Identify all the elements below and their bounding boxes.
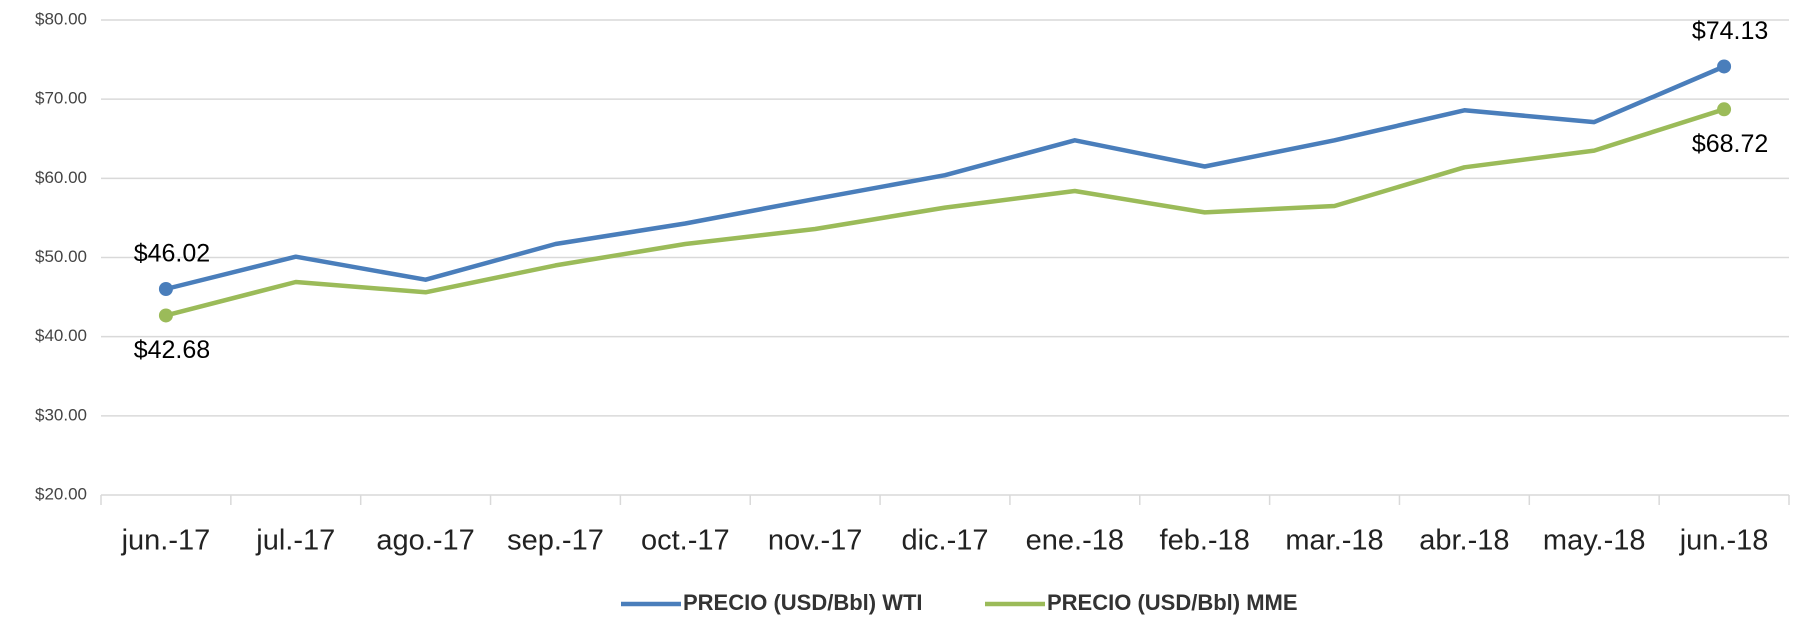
y-tick-label: $50.00 [35, 247, 87, 266]
x-tick-label: may.-18 [1543, 525, 1646, 557]
x-tick-label: abr.-18 [1419, 525, 1509, 557]
x-tick-label: feb.-18 [1160, 525, 1250, 557]
legend-label: PRECIO (USD/Bbl) WTI [683, 590, 923, 615]
y-tick-label: $30.00 [35, 405, 87, 424]
line [165, 107, 1725, 318]
legend-label: PRECIO (USD/Bbl) MME [1047, 590, 1298, 615]
y-tick-label: $70.00 [35, 89, 87, 108]
value-label: $74.13 [1692, 17, 1768, 45]
x-tick-label: jun.-17 [121, 525, 211, 557]
marker [1717, 102, 1732, 117]
x-tick-label: oct.-17 [641, 525, 730, 557]
x-tick-label: mar.-18 [1285, 525, 1383, 557]
x-tick-label: ene.-18 [1026, 525, 1124, 557]
x-tick-label: sep.-17 [507, 525, 604, 557]
x-tick-label: jul.-17 [255, 525, 335, 557]
value-label: $42.68 [134, 336, 210, 364]
y-tick-label: $80.00 [35, 9, 87, 28]
x-tick-label: ago.-17 [376, 525, 474, 557]
value-label: $68.72 [1692, 130, 1768, 158]
line [165, 64, 1725, 292]
y-tick-label: $40.00 [35, 326, 87, 345]
x-tick-label: jun.-18 [1679, 525, 1769, 557]
x-tick-label: dic.-17 [901, 525, 988, 557]
value-label: $46.02 [134, 240, 210, 268]
marker [158, 282, 173, 297]
marker [158, 308, 173, 323]
x-tick-label: nov.-17 [768, 525, 863, 557]
marker [1717, 59, 1732, 74]
y-tick-label: $60.00 [35, 168, 87, 187]
y-tick-label: $20.00 [35, 484, 87, 503]
